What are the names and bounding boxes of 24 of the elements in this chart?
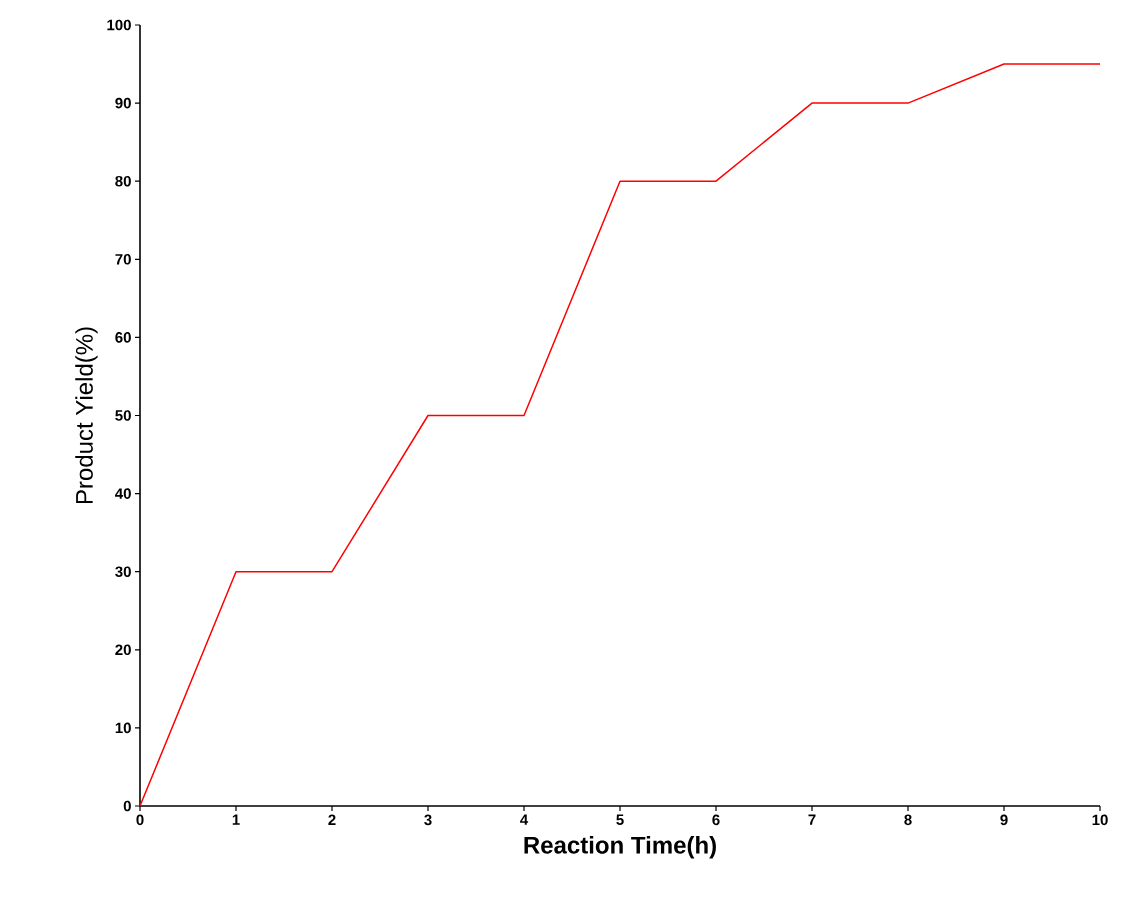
y-tick-label: 20	[115, 644, 131, 656]
y-tick-label: 70	[115, 253, 131, 265]
y-tick-label: 100	[107, 19, 131, 31]
y-tick-label: 10	[115, 722, 131, 734]
x-tick-label: 0	[136, 814, 144, 826]
x-tick-label: 2	[328, 814, 336, 825]
x-tick-label: 6	[712, 814, 720, 826]
x-tick-label: 7	[808, 814, 816, 825]
y-tick-label: 50	[115, 410, 131, 421]
y-axis-title: Product Yield(%)	[75, 327, 98, 504]
y-tick-label: 30	[115, 566, 131, 578]
x-tick-label: 9	[1000, 814, 1008, 826]
y-tick-label: 80	[115, 175, 131, 187]
x-axis-title: Reaction Time(h)	[524, 836, 716, 859]
x-tick-label: 3	[424, 814, 432, 826]
x-tick-label: 5	[616, 814, 624, 825]
x-tick-label: 10	[1092, 814, 1108, 826]
x-tick-label: 4	[520, 814, 529, 825]
y-tick-label: 90	[115, 97, 131, 109]
y-tick-label: 60	[115, 332, 131, 343]
y-tick-label: 0	[123, 800, 131, 812]
y-tick-label: 40	[115, 488, 131, 499]
x-tick-label: 8	[904, 814, 912, 826]
x-tick-label: 1	[232, 814, 240, 825]
